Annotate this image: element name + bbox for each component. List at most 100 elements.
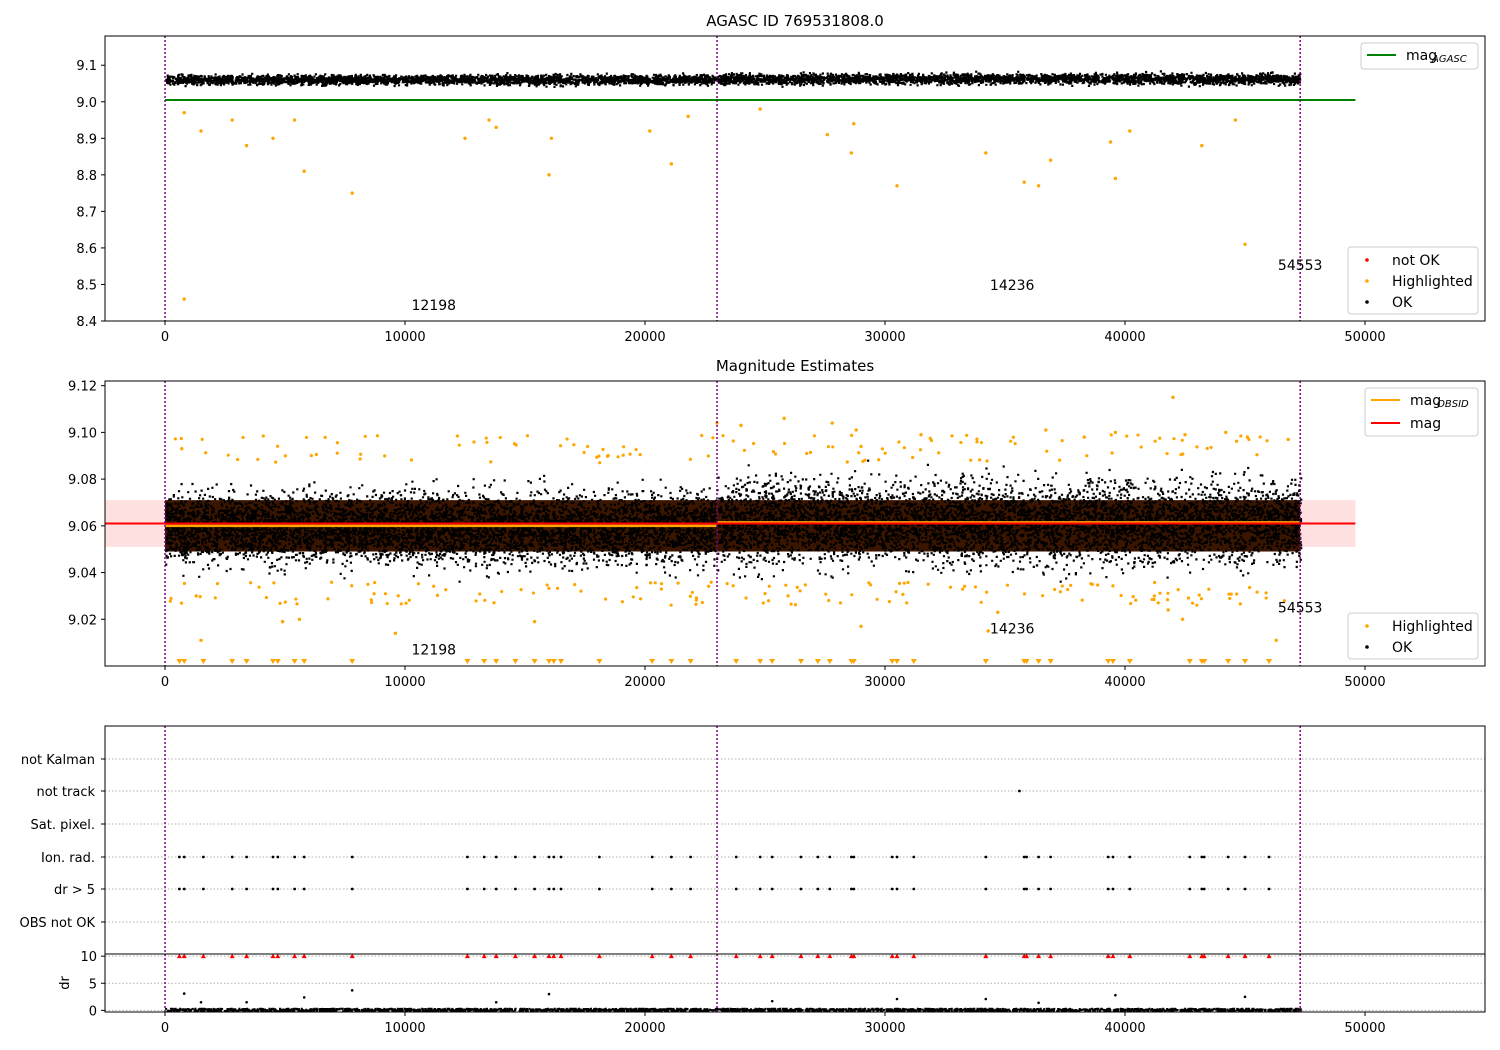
flag-label: not track: [36, 785, 95, 800]
dr-point: [350, 989, 354, 992]
dr-ytick-label: 5: [89, 977, 97, 992]
flag-point: [1243, 855, 1247, 859]
out-of-range-marker: [493, 659, 500, 664]
flag-point: [559, 887, 563, 891]
highlighted-point: [700, 433, 704, 438]
legend-label: OK: [1392, 295, 1413, 311]
highlighted-point: [628, 452, 632, 456]
highlighted-point: [579, 589, 583, 593]
dr-clipped-marker: [769, 953, 775, 959]
flag-point: [1106, 855, 1110, 859]
flag-point: [670, 855, 673, 859]
highlighted-point: [199, 638, 203, 643]
top-ytick-label: 8.5: [76, 278, 97, 293]
dr-clipped-marker: [1036, 953, 1042, 959]
highlighted-point: [500, 589, 504, 594]
out-of-range-marker: [687, 659, 694, 664]
flag-point: [230, 887, 234, 891]
highlighted-point: [758, 107, 762, 111]
top-ytick-label: 8.9: [76, 132, 97, 147]
highlighted-point: [302, 169, 306, 173]
flag-point: [734, 887, 738, 891]
flag-point: [850, 855, 853, 859]
highlighted-point: [1096, 583, 1100, 587]
highlighted-point: [669, 603, 673, 607]
highlighted-point: [1172, 437, 1176, 441]
ok-cloud-top-0: [165, 72, 719, 88]
highlighted-point: [555, 586, 560, 590]
out-of-range-marker: [558, 659, 564, 664]
highlighted-point: [180, 447, 184, 451]
chart-title-middle: Magnitude Estimates: [716, 357, 874, 375]
highlighted-point: [598, 461, 602, 465]
flag-point: [302, 887, 306, 891]
flag-point: [533, 887, 536, 891]
dr-clipped-marker: [688, 953, 694, 959]
highlighted-point: [547, 586, 551, 591]
highlighted-point: [1286, 437, 1290, 442]
highlighted-point: [173, 437, 177, 441]
highlighted-point: [304, 435, 309, 440]
highlighted-point: [859, 444, 863, 449]
highlighted-point: [168, 599, 172, 603]
obsid-label: 54553: [1278, 600, 1323, 616]
highlighted-point: [739, 423, 743, 428]
highlighted-point: [1233, 118, 1238, 122]
ok-cloud-top-1-points: [717, 70, 1302, 88]
legend-lower-top: [1347, 246, 1479, 315]
highlighted-point: [457, 443, 461, 447]
dr-clipped-marker: [551, 953, 557, 959]
highlighted-point: [463, 136, 467, 141]
flag-point: [984, 855, 988, 859]
highlighted-point: [950, 434, 954, 438]
highlighted-point: [926, 582, 930, 586]
highlighted-point: [786, 594, 790, 598]
out-of-range-marker: [1242, 659, 1248, 664]
flag-point: [1111, 887, 1115, 891]
top-ytick-label: 9.0: [76, 96, 97, 111]
top-ytick-label: 8.6: [76, 242, 97, 257]
highlighted-point: [1119, 593, 1123, 598]
highlighted-point: [1158, 436, 1162, 440]
out-of-range-marker: [814, 659, 821, 664]
highlighted-point: [485, 440, 489, 444]
out-of-range-marker: [349, 659, 356, 664]
highlighted-point: [601, 447, 605, 451]
highlighted-point: [1264, 596, 1268, 600]
highlighted-point: [474, 599, 478, 603]
flag-point: [912, 855, 916, 859]
highlighted-point: [761, 601, 765, 605]
highlighted-point: [478, 592, 482, 596]
highlighted-point: [857, 451, 861, 455]
dr-axis-label: dr: [58, 976, 73, 990]
highlighted-point: [169, 596, 173, 601]
flag-label: dr > 5: [54, 883, 95, 898]
highlighted-point: [1200, 143, 1204, 148]
highlighted-point: [1111, 584, 1115, 588]
highlighted-point: [831, 445, 835, 449]
highlighted-point: [1005, 583, 1010, 587]
highlighted-point: [375, 434, 380, 438]
highlighted-point: [731, 439, 735, 443]
dr-clipped-marker: [301, 953, 307, 959]
out-of-range-marker: [596, 659, 603, 664]
highlighted-point: [919, 433, 923, 437]
flag-point: [271, 887, 275, 891]
out-of-range-marker: [546, 659, 552, 664]
dr-point: [895, 997, 899, 1001]
highlighted-point: [1041, 594, 1045, 598]
dr-clipped-marker: [1127, 953, 1133, 959]
highlighted-point: [198, 595, 202, 599]
highlighted-point: [1190, 601, 1195, 605]
legend-subscript: OBSID: [1437, 399, 1469, 410]
out-of-range-marker: [1266, 659, 1272, 664]
highlighted-point: [545, 583, 549, 587]
highlighted-point: [226, 453, 230, 457]
dr-clipped-marker: [1242, 953, 1248, 959]
dr-point: [770, 999, 774, 1003]
dr-clipped-marker: [1201, 953, 1207, 959]
middle-panel-frame: [104, 380, 1486, 667]
highlighted-point: [850, 433, 854, 437]
dr-point: [984, 997, 988, 1001]
